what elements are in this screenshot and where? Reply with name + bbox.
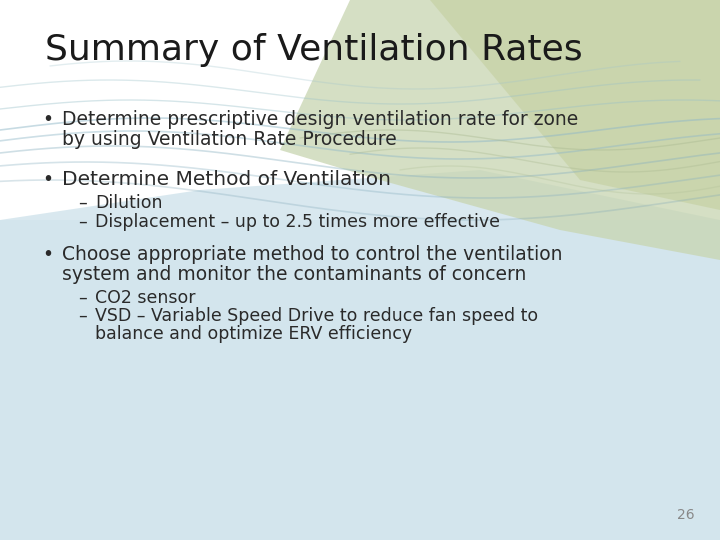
Text: Dilution: Dilution [95, 194, 163, 212]
Polygon shape [280, 0, 720, 260]
FancyBboxPatch shape [0, 220, 720, 540]
Text: Determine prescriptive design ventilation rate for zone: Determine prescriptive design ventilatio… [62, 110, 578, 129]
Text: balance and optimize ERV efficiency: balance and optimize ERV efficiency [95, 325, 412, 343]
Text: –: – [78, 307, 86, 325]
Text: –: – [78, 213, 86, 231]
Text: –: – [78, 289, 86, 307]
Polygon shape [0, 170, 720, 540]
Text: by using Ventilation Rate Procedure: by using Ventilation Rate Procedure [62, 130, 397, 149]
Text: –: – [78, 194, 86, 212]
Text: Determine Method of Ventilation: Determine Method of Ventilation [62, 170, 391, 189]
Text: •: • [42, 110, 53, 129]
Text: system and monitor the contaminants of concern: system and monitor the contaminants of c… [62, 265, 526, 284]
Text: Summary of Ventilation Rates: Summary of Ventilation Rates [45, 33, 582, 67]
Text: •: • [42, 245, 53, 264]
Text: VSD – Variable Speed Drive to reduce fan speed to: VSD – Variable Speed Drive to reduce fan… [95, 307, 538, 325]
Text: •: • [42, 170, 53, 189]
Text: Displacement – up to 2.5 times more effective: Displacement – up to 2.5 times more effe… [95, 213, 500, 231]
Text: 26: 26 [678, 508, 695, 522]
Text: Choose appropriate method to control the ventilation: Choose appropriate method to control the… [62, 245, 562, 264]
Text: CO2 sensor: CO2 sensor [95, 289, 196, 307]
Polygon shape [430, 0, 720, 210]
